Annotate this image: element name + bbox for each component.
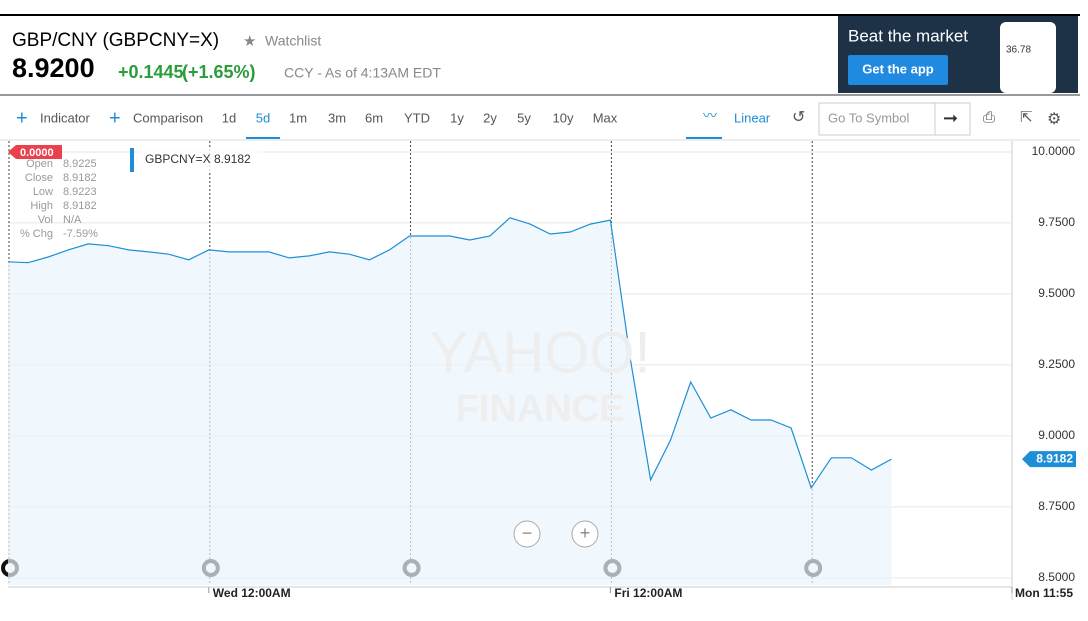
- ad-button[interactable]: [848, 55, 948, 85]
- change-pct: (+1.65%): [182, 62, 256, 82]
- change: +0.1445: [118, 62, 184, 82]
- ad-phone-value: 36.78: [1006, 45, 1031, 56]
- legend-box: [138, 148, 263, 172]
- symbol-search[interactable]: [818, 102, 971, 136]
- zoom-in[interactable]: [571, 520, 599, 548]
- watchlist[interactable]: Watchlist: [265, 33, 321, 49]
- indicator-button[interactable]: Indicator: [40, 110, 91, 125]
- crosshair-label: High: [30, 200, 53, 212]
- y-tick-label: 9.7500: [1038, 215, 1075, 229]
- plus-icon: +: [16, 107, 28, 129]
- range-button[interactable]: 3m: [328, 110, 346, 125]
- ad-headline: Beat the market: [848, 26, 968, 45]
- range-button[interactable]: 5d: [256, 110, 270, 125]
- price: 8.9200: [12, 53, 95, 83]
- y-tick-label: 9.2500: [1038, 357, 1075, 371]
- star[interactable]: ★: [243, 33, 256, 50]
- settings-icon[interactable]: ⚙: [1047, 111, 1061, 128]
- crosshair-value: 8.9182: [63, 200, 97, 212]
- quote-meta: CCY - As of 4:13AM EDT: [284, 65, 441, 81]
- range-button[interactable]: Max: [593, 110, 618, 125]
- crosshair-value: 8.9182: [63, 172, 97, 184]
- print-icon[interactable]: ⎙: [983, 109, 995, 126]
- range-button[interactable]: 1m: [289, 110, 307, 125]
- series-line: [7, 217, 892, 490]
- crosshair-label: Open: [26, 158, 53, 170]
- ad-phone: [1000, 22, 1056, 93]
- legend-swatch: [130, 148, 134, 172]
- crosshair-value: N/A: [63, 214, 82, 226]
- crosshair-label: % Chg: [20, 228, 53, 240]
- y-tick-label: 9.0000: [1038, 428, 1075, 442]
- plus-icon: +: [109, 107, 121, 129]
- go-arrow[interactable]: ➞: [943, 108, 958, 128]
- crosshair-value: 8.9223: [63, 186, 97, 198]
- legend-value: 8.9182: [214, 152, 251, 166]
- ad-button-label: Get the app: [862, 61, 934, 76]
- quote-title: GBP/CNY (GBPCNY=X): [12, 30, 219, 51]
- x-tick-label: Wed 12:00AM: [213, 586, 291, 600]
- share-icon[interactable]: ⇱: [1020, 109, 1033, 126]
- crosshair-value: 8.9225: [63, 158, 97, 170]
- crosshair-tag: [8, 145, 62, 159]
- range-button[interactable]: 10y: [553, 110, 574, 125]
- watermark: YAHOO!: [429, 320, 650, 385]
- zoom-out[interactable]: [513, 520, 541, 548]
- y-tick-label: 8.7500: [1038, 499, 1075, 513]
- scale-button[interactable]: Linear: [734, 110, 771, 125]
- range-button[interactable]: 6m: [365, 110, 383, 125]
- x-tick-label: Mon 11:55: [1015, 586, 1073, 600]
- range-button[interactable]: 2y: [483, 110, 497, 125]
- range-button[interactable]: 1y: [450, 110, 464, 125]
- x-tick-label: Fri 12:00AM: [614, 586, 682, 600]
- crosshair-label: Close: [25, 172, 53, 184]
- comparison-button[interactable]: Comparison: [133, 110, 203, 125]
- crosshair-tag-label: 0.0000: [20, 147, 54, 159]
- legend-name: GBPCNY=X: [145, 152, 211, 166]
- y-tick-label: 9.5000: [1038, 286, 1075, 300]
- last-price-label: 8.9182: [1036, 451, 1073, 465]
- range-button[interactable]: 1d: [222, 110, 236, 125]
- crosshair-value: -7.59%: [63, 228, 98, 240]
- undo-icon[interactable]: ↺: [792, 109, 805, 126]
- crosshair-label: Vol: [38, 214, 53, 226]
- range-button[interactable]: YTD: [404, 110, 430, 125]
- range-button[interactable]: 5y: [517, 110, 531, 125]
- crosshair-label: Low: [33, 186, 53, 198]
- search-placeholder: Go To Symbol: [828, 110, 910, 125]
- y-tick-label: 8.5000: [1038, 570, 1075, 584]
- zoom-in-icon: +: [580, 523, 591, 543]
- last-price-tag: [1022, 451, 1076, 468]
- watermark: FINANCE: [456, 388, 625, 430]
- zoom-out-icon: −: [522, 523, 533, 543]
- y-tick-label: 10.0000: [1032, 144, 1076, 158]
- series-area: [8, 217, 892, 586]
- chart-type-icon[interactable]: 〰: [703, 108, 717, 124]
